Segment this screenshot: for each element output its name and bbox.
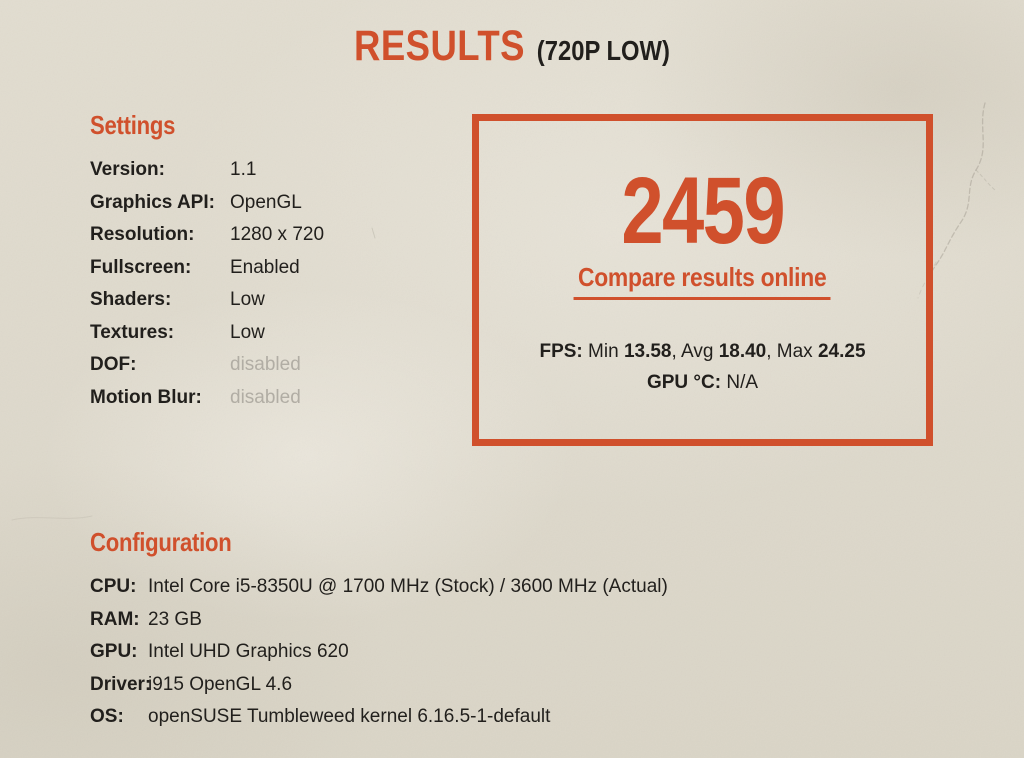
settings-row: Graphics API: OpenGL — [90, 187, 324, 220]
settings-value: Low — [230, 321, 265, 343]
settings-section: Settings Version: 1.1 Graphics API: OpenGL… — [90, 110, 324, 414]
settings-row: Motion Blur: disabled — [90, 382, 324, 415]
configuration-label: CPU: — [90, 576, 137, 598]
configuration-row: Driver: i915 OpenGL 4.6 — [90, 669, 668, 702]
configuration-value: Intel Core i5-8350U @ 1700 MHz (Stock) /… — [148, 576, 668, 598]
settings-label: Textures: — [90, 321, 175, 343]
fps-max-label: , Max — [766, 341, 818, 362]
gpu-temp-label: GPU °C: — [646, 372, 722, 393]
settings-heading: Settings — [90, 110, 176, 140]
settings-value: 1280 x 720 — [230, 224, 325, 246]
fps-min-label: Min — [582, 341, 624, 362]
fps-min-value: 13.58 — [623, 341, 672, 362]
settings-value: Enabled — [230, 256, 300, 278]
settings-value: disabled — [230, 386, 301, 408]
configuration-label: OS: — [90, 706, 124, 728]
fps-max-value: 24.25 — [817, 341, 866, 362]
settings-row: Shaders: Low — [90, 284, 324, 317]
settings-value: OpenGL — [230, 191, 302, 213]
fps-summary: FPS: Min 13.58, Avg 18.40, Max 24.25 — [539, 341, 865, 363]
configuration-label: RAM: — [90, 608, 140, 630]
settings-label: Fullscreen: — [90, 256, 192, 278]
settings-label: Graphics API: — [90, 191, 215, 213]
configuration-row: RAM: 23 GB — [90, 604, 668, 637]
gpu-temp-summary: GPU °C: N/A — [647, 372, 758, 394]
settings-value: disabled — [230, 354, 301, 376]
settings-value: Low — [230, 289, 265, 311]
settings-row: Fullscreen: Enabled — [90, 252, 324, 285]
settings-label: DOF: — [90, 354, 137, 376]
fps-label: FPS: — [539, 341, 583, 362]
fps-avg-label: , Avg — [671, 341, 719, 362]
benchmark-score: 2459 — [621, 158, 785, 264]
configuration-heading: Configuration — [90, 527, 232, 557]
configuration-row: CPU: Intel Core i5-8350U @ 1700 MHz (Stoc… — [90, 571, 668, 604]
settings-label: Resolution: — [90, 224, 195, 246]
configuration-row: GPU: Intel UHD Graphics 620 — [90, 636, 668, 669]
configuration-section: Configuration CPU: Intel Core i5-8350U @ … — [90, 527, 668, 734]
page-title: RESULTS (720P LOW) — [77, 22, 947, 71]
settings-row: Textures: Low — [90, 317, 324, 350]
configuration-list: CPU: Intel Core i5-8350U @ 1700 MHz (Stoc… — [90, 571, 668, 734]
settings-label: Version: — [90, 159, 165, 181]
settings-row: Version: 1.1 — [90, 154, 324, 187]
settings-list: Version: 1.1 Graphics API: OpenGL Resoluti… — [90, 154, 324, 414]
settings-value: 1.1 — [230, 159, 257, 181]
configuration-label: GPU: — [90, 641, 138, 663]
results-header: RESULTS (720P LOW) — [0, 22, 1024, 71]
configuration-value: openSUSE Tumbleweed kernel 6.16.5-1-defa… — [148, 706, 551, 728]
page-title-main: RESULTS — [354, 22, 525, 70]
settings-label: Motion Blur: — [90, 386, 202, 408]
score-box: 2459 Compare results online FPS: Min 13.… — [472, 114, 933, 446]
page-title-preset: (720P LOW) — [536, 35, 670, 66]
configuration-label: Driver: — [90, 673, 152, 695]
configuration-value: 23 GB — [148, 608, 202, 630]
configuration-row: OS: openSUSE Tumbleweed kernel 6.16.5-1-d… — [90, 701, 668, 734]
settings-row: DOF: disabled — [90, 349, 324, 382]
configuration-value: Intel UHD Graphics 620 — [148, 641, 349, 663]
compare-results-link[interactable]: Compare results online — [573, 262, 832, 300]
configuration-value: i915 OpenGL 4.6 — [148, 673, 293, 695]
fps-avg-value: 18.40 — [718, 341, 767, 362]
gpu-temp-value: N/A — [721, 372, 759, 393]
settings-label: Shaders: — [90, 289, 172, 311]
settings-row: Resolution: 1280 x 720 — [90, 219, 324, 252]
